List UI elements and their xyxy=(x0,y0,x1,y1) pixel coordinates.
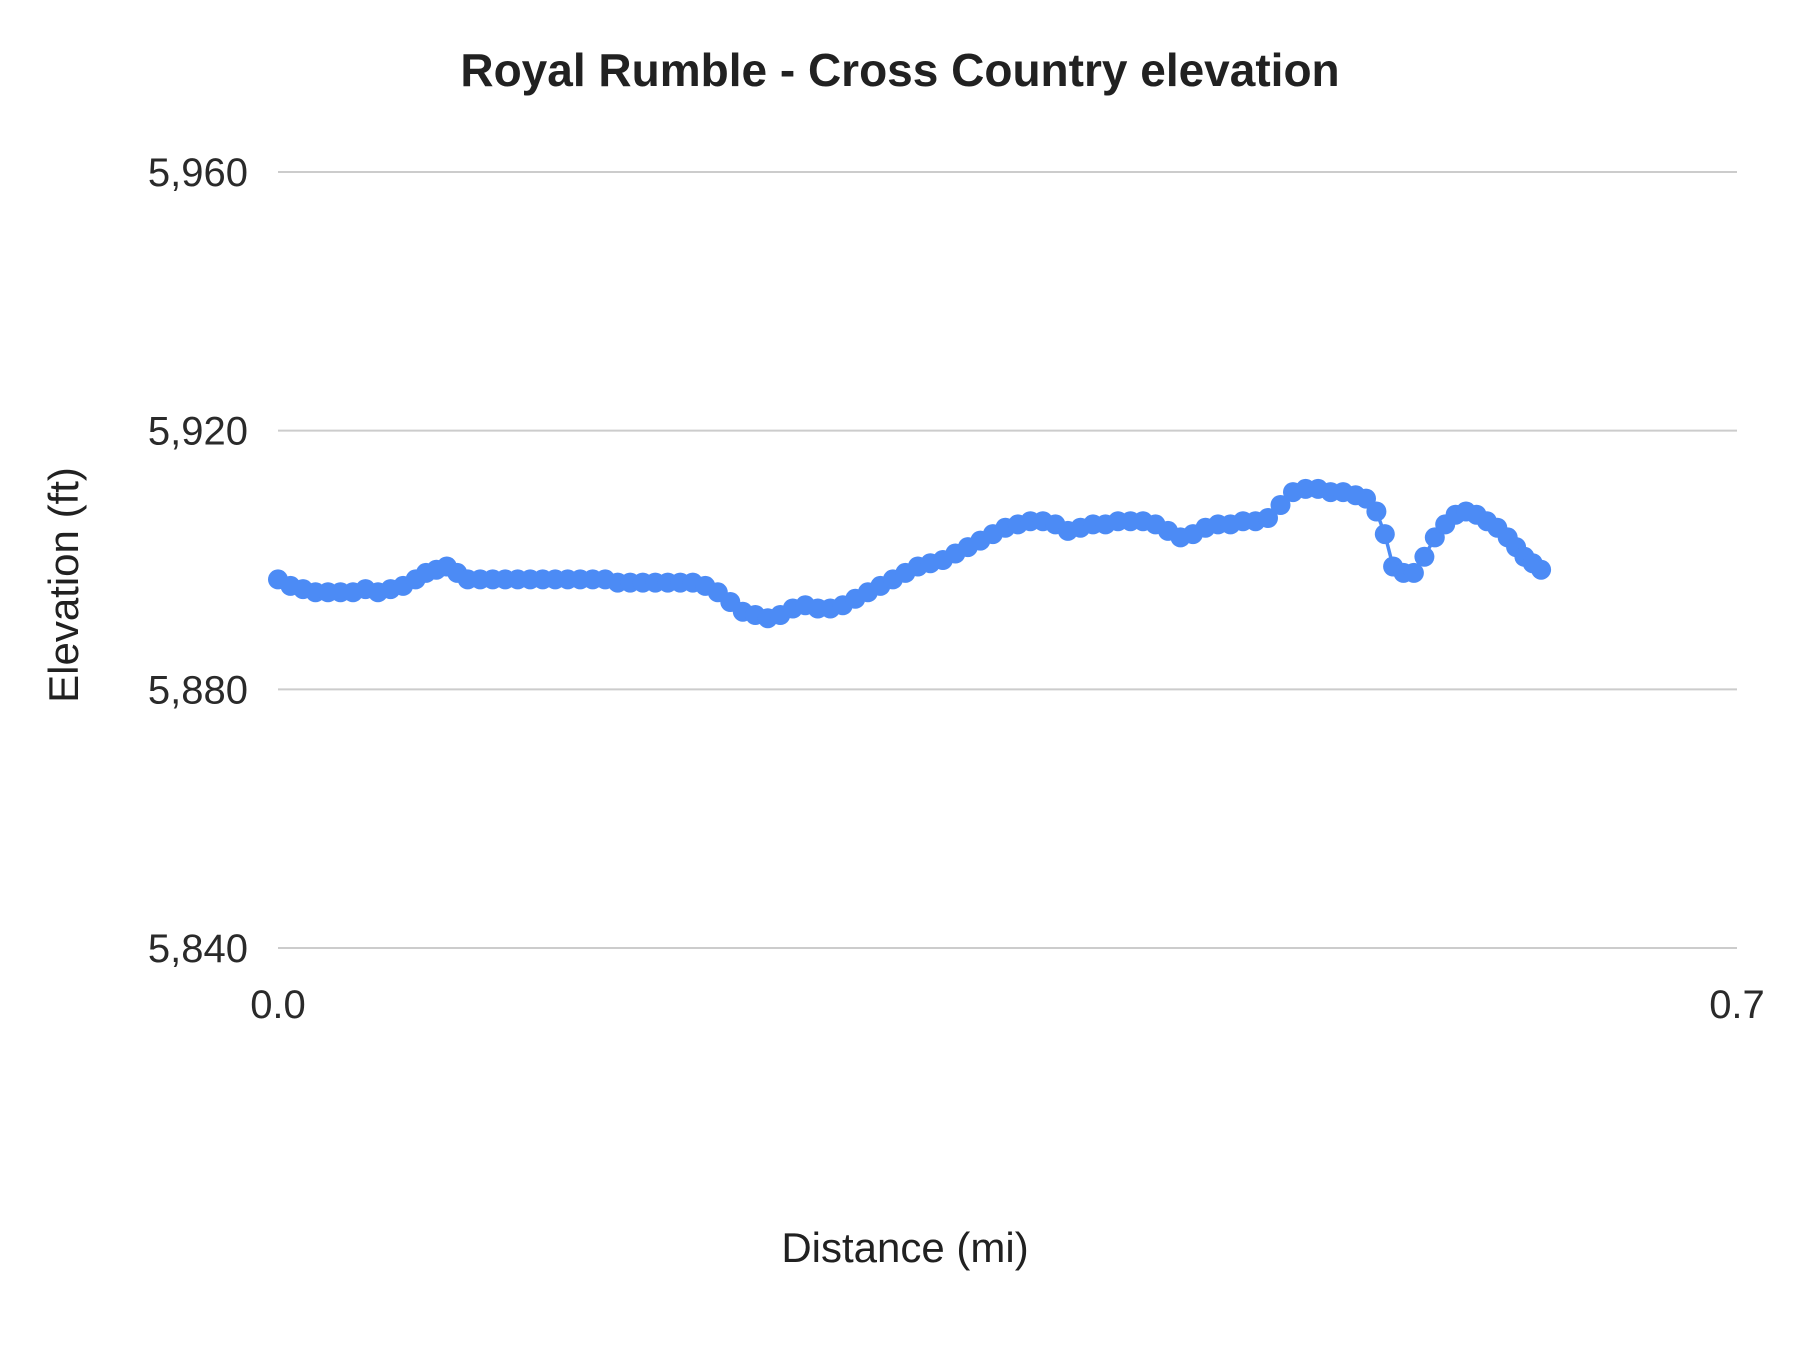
x-axis-title: Distance (mi) xyxy=(781,1224,1028,1271)
y-tick-label: 5,880 xyxy=(148,668,248,712)
data-point[interactable] xyxy=(1403,562,1424,583)
x-tick-label: 0.7 xyxy=(1709,983,1765,1027)
y-tick-label: 5,920 xyxy=(148,410,248,454)
y-tick-label: 5,840 xyxy=(148,927,248,971)
y-tick-label: 5,960 xyxy=(148,151,248,195)
y-axis-title: Elevation (ft) xyxy=(40,467,87,703)
data-point[interactable] xyxy=(1374,524,1395,545)
data-point[interactable] xyxy=(1366,501,1387,522)
data-point[interactable] xyxy=(1258,508,1278,528)
elevation-line xyxy=(277,487,1543,621)
elevation-series xyxy=(268,478,1552,629)
chart-title: Royal Rumble - Cross Country elevation xyxy=(460,44,1339,96)
data-point[interactable] xyxy=(1270,495,1291,515)
gridlines xyxy=(278,171,1737,949)
data-point[interactable] xyxy=(1414,546,1435,567)
x-tick-label: 0.0 xyxy=(250,983,306,1027)
data-point[interactable] xyxy=(1531,559,1552,580)
